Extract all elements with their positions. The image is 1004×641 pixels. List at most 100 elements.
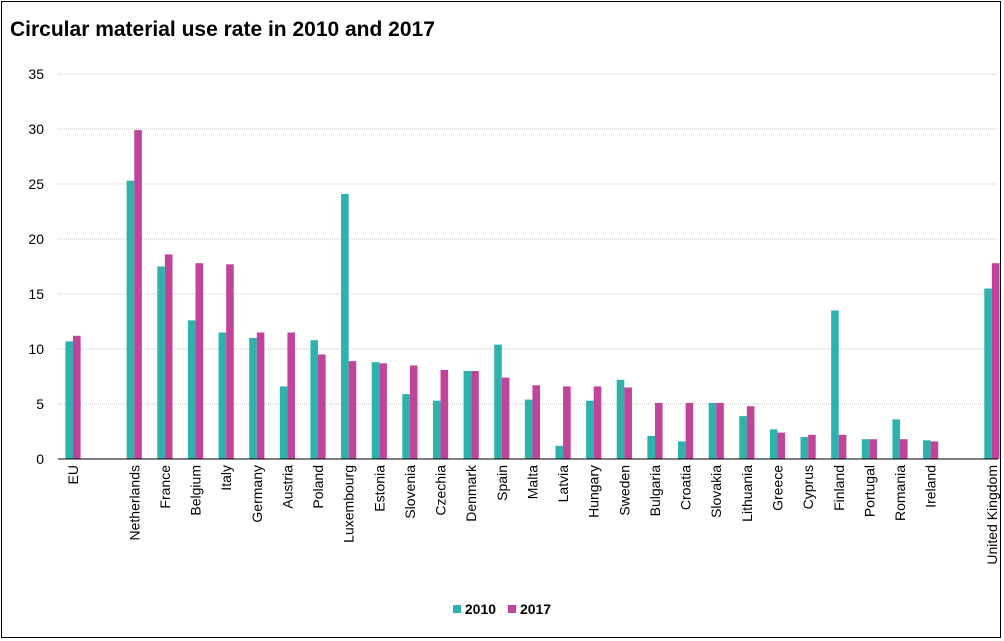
bar-2017-spain — [501, 377, 510, 459]
category-label: Belgium — [188, 465, 204, 516]
bar-2017-portugal — [869, 439, 877, 459]
category-label: Poland — [310, 465, 326, 509]
bar-2010-slovakia — [708, 402, 717, 459]
bar-2010-germany — [249, 338, 257, 459]
bar-2010-netherlands — [126, 180, 135, 459]
y-tick-label: 20 — [28, 231, 44, 247]
category-label: Bulgaria — [647, 465, 663, 517]
category-label: Portugal — [861, 465, 877, 517]
category-labels: EU Netherlands France Belgium Italy Germany Au… — [65, 464, 1000, 565]
bar-2010-sweden — [616, 379, 625, 459]
bar-2017-germany — [256, 332, 265, 459]
category-label: France — [157, 465, 173, 509]
bar-2017-finland — [838, 434, 847, 459]
category-label: Sweden — [616, 465, 632, 516]
bar-2010-france — [157, 266, 165, 459]
category-label: Estonia — [371, 465, 387, 512]
bar-2017-malta — [532, 385, 541, 459]
category-label: Cyprus — [800, 465, 816, 509]
bar-2017-romania — [900, 439, 908, 459]
bar-2017-italy — [226, 264, 234, 459]
legend: 2010 2017 — [0, 600, 1004, 617]
category-label: Romania — [892, 465, 908, 521]
bar-2010-united-kingdom — [984, 288, 992, 459]
category-label: Ireland — [923, 465, 939, 508]
bar-2010-croatia — [678, 441, 686, 459]
bar-2010-denmark — [463, 371, 472, 459]
category-label: Slovenia — [402, 465, 418, 519]
category-label: Czechia — [433, 465, 449, 516]
bar-2017-denmark — [471, 371, 479, 459]
y-tick-label: 30 — [28, 121, 44, 137]
y-tick-label: 10 — [28, 341, 44, 357]
legend-label-2010: 2010 — [464, 601, 497, 617]
bar-2017-sweden — [624, 387, 632, 459]
bar-2017-bulgaria — [654, 402, 663, 459]
bar-2010-malta — [524, 399, 533, 459]
bar-2017-united-kingdom — [991, 263, 1000, 459]
y-axis-ticks: 0 5 10 15 20 25 30 35 — [28, 66, 44, 467]
bar-2017-croatia — [685, 402, 694, 459]
legend-swatch-2010 — [452, 605, 461, 613]
bar-2010-belgium — [187, 320, 196, 459]
category-label: United Kingdom — [984, 465, 1000, 565]
category-label: Croatia — [678, 465, 694, 510]
bar-2017-latvia — [563, 386, 571, 459]
bar-2010-bulgaria — [647, 435, 655, 459]
category-label: Latvia — [555, 465, 571, 503]
bar-2017-netherlands — [134, 130, 142, 459]
category-label: Denmark — [463, 464, 479, 522]
category-label: Austria — [279, 465, 295, 509]
bar-2017-hungary — [593, 386, 602, 459]
bar-2010-cyprus — [800, 437, 809, 459]
y-tick-label: 35 — [28, 66, 44, 82]
bar-2010-greece — [769, 429, 778, 459]
bar-2017-slovenia — [409, 365, 418, 459]
bar-2017-belgium — [195, 263, 204, 459]
y-tick-label: 15 — [28, 286, 44, 302]
bar-2010-latvia — [555, 445, 564, 459]
bar-2017-austria — [287, 332, 296, 459]
bar-2010-eu — [65, 341, 73, 459]
bar-2017-estonia — [379, 363, 387, 459]
legend-item-2017: 2017 — [507, 601, 552, 617]
category-label: Hungary — [586, 465, 602, 518]
bar-2010-czechia — [432, 400, 441, 459]
category-label: Malta — [524, 465, 540, 499]
category-label: Lithuania — [739, 465, 755, 522]
bar-2017-lithuania — [746, 406, 755, 459]
bar-2010-spain — [494, 344, 502, 459]
bar-2017-eu — [73, 335, 81, 459]
legend-swatch-2017 — [507, 605, 516, 613]
bar-2010-finland — [831, 310, 839, 459]
category-label: Italy — [218, 465, 234, 491]
bar-2017-ireland — [930, 441, 939, 459]
category-label: Slovakia — [708, 465, 724, 518]
y-tick-label: 5 — [36, 396, 44, 412]
category-label: Netherlands — [126, 465, 142, 541]
legend-label-2017: 2017 — [519, 601, 552, 617]
category-label: Finland — [831, 465, 847, 511]
bar-2017-france — [164, 254, 173, 459]
bar-2017-poland — [318, 354, 326, 459]
chart-title: Circular material use rate in 2010 and 2… — [10, 18, 435, 41]
bar-2017-cyprus — [808, 434, 816, 459]
bar-2010-portugal — [861, 439, 870, 459]
bar-2010-slovenia — [402, 394, 410, 459]
bar-2010-hungary — [586, 400, 594, 459]
bar-2010-ireland — [923, 440, 931, 459]
bar-2017-luxembourg — [348, 361, 357, 459]
bar-2017-slovakia — [716, 402, 724, 459]
category-label: Germany — [249, 465, 265, 523]
bar-2010-estonia — [371, 362, 380, 459]
bar-2010-austria — [279, 386, 288, 459]
category-label: Greece — [769, 465, 785, 511]
category-label: Luxembourg — [341, 465, 357, 543]
y-tick-label: 25 — [28, 176, 44, 192]
legend-item-2010: 2010 — [452, 601, 497, 617]
bar-2010-luxembourg — [341, 193, 349, 459]
bar-2010-italy — [218, 332, 227, 459]
bar-2010-poland — [310, 340, 319, 459]
category-label: Spain — [494, 465, 510, 501]
